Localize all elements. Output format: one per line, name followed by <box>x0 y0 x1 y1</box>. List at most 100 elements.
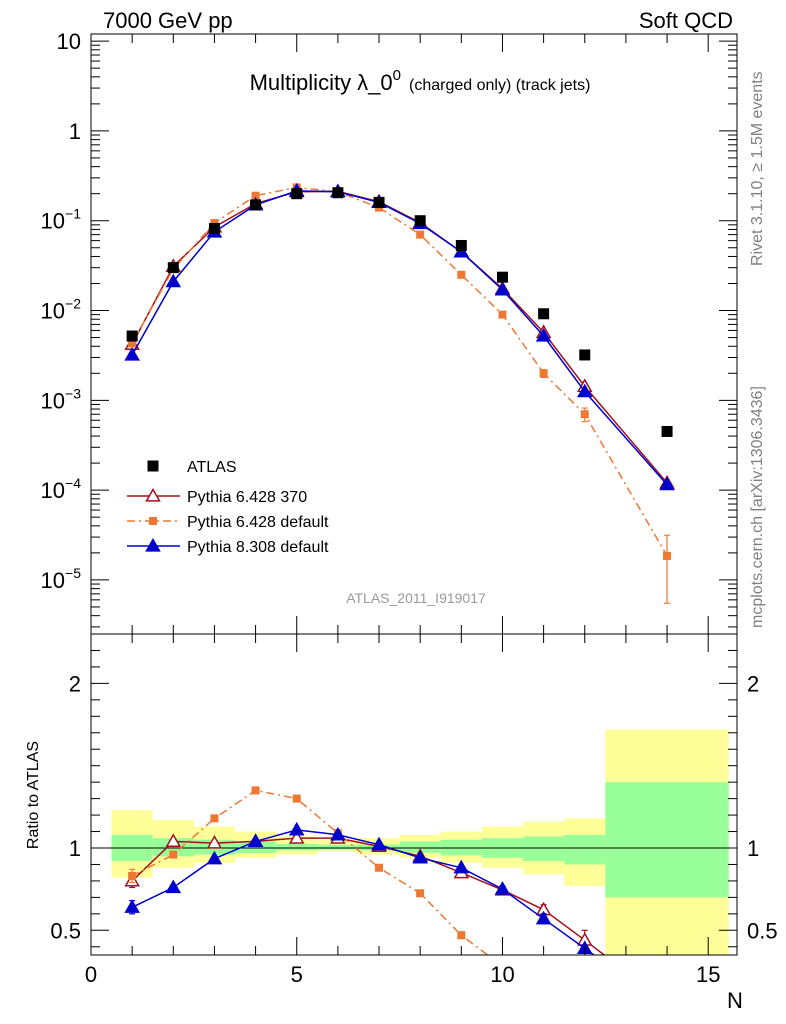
main-y-tick-label: 1 <box>69 119 81 144</box>
ratio-series-1-point <box>128 871 137 880</box>
main-series-2-point <box>580 410 589 419</box>
main-series-0-point <box>332 187 344 199</box>
ratio-series-0-point <box>165 833 182 848</box>
ratio-y-tick-label-right: 2 <box>747 671 759 696</box>
ratio-series-2-point <box>412 849 428 864</box>
main-y-tick-exponent: −1 <box>65 206 81 222</box>
main-y-tick-label: 10−4 <box>41 475 82 503</box>
ratio-series-2-point <box>206 850 223 865</box>
main-series-3-point <box>535 328 552 342</box>
ratio-panel-frame <box>90 633 738 956</box>
main-y-tick-base: 10 <box>57 29 81 54</box>
main-series-0-point <box>579 349 591 361</box>
x-axis-label: N <box>727 988 743 1013</box>
title-superscript: 0 <box>393 67 401 84</box>
ratio-green-band <box>605 782 729 898</box>
ratio-green-band <box>317 844 359 850</box>
main-y-tick-exponent: −5 <box>65 565 81 581</box>
legend: ATLAS Pythia 6.428 370 Pythia 6.428 defaul… <box>127 459 329 556</box>
ratio-series-1-point <box>457 931 466 940</box>
header-right-label: Soft QCD <box>639 8 733 33</box>
main-y-tick-base: 10 <box>41 568 65 593</box>
main-series-0-point <box>291 188 303 200</box>
main-series-0-point <box>208 222 220 234</box>
main-series-3-point <box>659 476 675 491</box>
legend-marker-1 <box>145 487 161 502</box>
legend-label-2: Pythia 6.428 default <box>187 514 329 531</box>
main-series-3-point <box>576 383 593 398</box>
main-series-0-point <box>250 199 262 211</box>
x-tick-label: 0 <box>85 962 97 987</box>
ratio-green-band <box>235 841 277 853</box>
ratio-series-1-point <box>251 786 260 795</box>
ratio-series-2-point <box>453 859 470 874</box>
ratio-panel: 0.5 0.5 1 1 2 2 0 5 10 15 <box>50 633 778 987</box>
main-series-2-point <box>251 191 260 200</box>
ratio-green-band <box>564 834 606 865</box>
ratio-y-tick-label-left: 1 <box>69 836 81 861</box>
main-series-2-point <box>539 369 548 378</box>
main-series-3-point <box>453 243 470 258</box>
legend-label-1: Pythia 6.428 370 <box>187 489 307 506</box>
rivet-version-label: Rivet 3.1.10, ≥ 1.5M events <box>749 71 766 266</box>
main-series-2-point <box>128 339 137 348</box>
ratio-series-0-point <box>206 835 223 849</box>
ratio-series-1-point <box>292 794 301 803</box>
main-series-2-point <box>498 310 507 319</box>
main-series-0-point <box>126 330 138 342</box>
ratio-series-1-line <box>131 789 489 955</box>
ratio-series-2-point <box>371 836 387 851</box>
main-series-0-point <box>496 271 508 283</box>
ratio-y-tick-label-right: 1 <box>747 836 759 861</box>
x-tick-label: 5 <box>291 962 303 987</box>
main-series-3-point <box>494 281 511 296</box>
ratio-green-band <box>399 841 441 853</box>
main-series-3-point <box>124 346 140 361</box>
ratio-series-2-point <box>330 826 346 841</box>
main-y-tick-exponent: −3 <box>65 385 81 401</box>
ratio-series-1-point <box>375 863 384 872</box>
main-y-tick-label: 10−5 <box>41 565 82 593</box>
main-series-0-point <box>373 196 385 208</box>
ratio-series-0-point <box>288 830 305 844</box>
main-y-tick-exponent: −2 <box>65 296 81 312</box>
legend-marker-0 <box>147 460 159 472</box>
main-series-2-point <box>663 551 672 560</box>
ratio-series-2-point <box>494 881 511 895</box>
ratio-series-2-point <box>247 833 264 848</box>
main-y-tick-label: 10−2 <box>41 296 82 324</box>
main-series-0-point <box>167 262 179 274</box>
analysis-id: ATLAS_2011_I919017 <box>346 590 486 606</box>
main-series-0-point <box>455 239 467 251</box>
ratio-series-0-point <box>619 965 632 976</box>
main-y-tick-label: 10−1 <box>41 206 82 234</box>
ratio-green-band <box>523 836 565 862</box>
ratio-series-2-point <box>124 899 140 913</box>
title-small: (charged only) (track jets) <box>409 77 590 94</box>
legend-label-0: ATLAS <box>187 459 237 476</box>
main-y-tick-label: 10−3 <box>41 385 82 413</box>
x-tick-label: 15 <box>696 962 720 987</box>
main-y-tick-label: 10 <box>57 29 81 54</box>
main-series-0-point <box>538 308 550 320</box>
legend-marker-2 <box>149 517 157 525</box>
main-series-0-point <box>661 425 673 437</box>
ratio-series-2-point <box>165 879 182 894</box>
main-series-2-point <box>416 230 425 239</box>
ratio-series-2-point <box>288 821 305 836</box>
ratio-series-1-point <box>416 889 425 898</box>
legend-marker-3 <box>145 537 161 552</box>
main-plot-title: Multiplicity λ_00 (charged only) (track j… <box>250 67 591 95</box>
main-y-tick-exponent: −4 <box>65 475 81 491</box>
main-y-tick-base: 10 <box>41 388 65 413</box>
ratio-series-2-point <box>599 957 612 968</box>
main-series-3-point <box>165 273 182 288</box>
ratio-y-tick-label-left: 0.5 <box>50 918 81 943</box>
ratio-y-tick-label-left: 2 <box>69 671 81 696</box>
ratio-y-axis-label: Ratio to ATLAS <box>25 741 42 849</box>
x-tick-label: 10 <box>490 962 514 987</box>
main-series-0-point <box>414 215 426 227</box>
mcplots-label: mcplots.cern.ch [arXiv:1306.3436] <box>749 386 766 628</box>
